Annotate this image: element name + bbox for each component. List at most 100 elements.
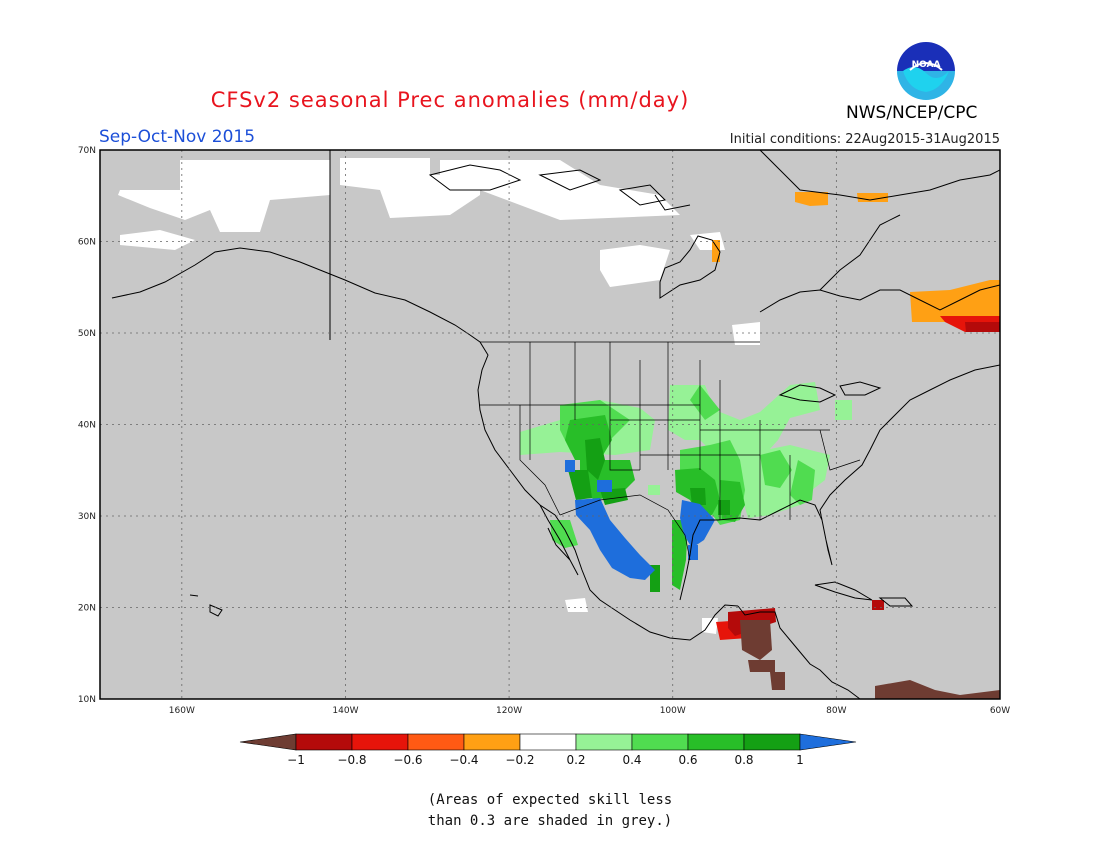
- anomaly-patch: [585, 438, 605, 480]
- lon-tick-label: 140W: [332, 706, 358, 716]
- map-frame-border: [99, 149, 1001, 700]
- lat-tick-label: 40N: [78, 421, 96, 431]
- anomaly-patch: [600, 488, 628, 505]
- lat-tick-labels: 70N 60N 50N 40N 30N 20N 10N: [78, 146, 96, 705]
- state-border: [559, 494, 691, 561]
- state-border: [519, 405, 561, 516]
- anomaly-patch: [712, 240, 720, 262]
- anomaly-patch: [118, 160, 330, 232]
- colorbar-segment: [631, 733, 689, 751]
- initial-conditions-label: Initial conditions: 22Aug2015-31Aug2015: [729, 132, 1000, 147]
- anomaly-patch: [340, 158, 480, 218]
- lon-tick-label: 80W: [826, 706, 846, 716]
- anomaly-patch: [597, 480, 612, 492]
- colorbar-segment: [743, 733, 801, 751]
- state-border: [609, 342, 640, 471]
- coastline: [654, 194, 691, 211]
- colorbar-label: 0.8: [734, 753, 753, 767]
- anomaly-patch: [565, 460, 575, 472]
- coastline: [778, 384, 837, 403]
- noaa-logo: NOAA: [895, 40, 957, 102]
- anomaly-patch: [760, 450, 792, 488]
- colorbar-label: 0.6: [678, 753, 697, 767]
- agency-label: NWS/NCEP/CPC: [846, 103, 978, 123]
- colorbar-segment: [799, 733, 857, 751]
- lon-tick-label: 100W: [660, 706, 686, 716]
- anomaly-patch: [770, 672, 785, 690]
- map-title: CFSv2 seasonal Prec anomalies (mm/day): [210, 88, 690, 112]
- anomaly-patch: [732, 322, 760, 345]
- anomaly-patch: [575, 498, 655, 580]
- lat-tick-label: 70N: [78, 146, 96, 156]
- state-borders: [480, 341, 861, 561]
- footnote-line-2: than 0.3 are shaded in grey.): [427, 813, 673, 829]
- coastline: [538, 169, 602, 191]
- anomaly-patch: [440, 160, 680, 220]
- coastline: [679, 364, 1000, 601]
- coastline: [659, 235, 721, 299]
- lon-tick-labels: 160W 140W 120W 100W 80W 60W: [169, 706, 1010, 716]
- colorbar-label: −1: [287, 753, 305, 767]
- lat-tick-label: 10N: [78, 695, 96, 705]
- colorbar-segment: [351, 733, 409, 751]
- anomaly-patch: [910, 280, 1000, 322]
- coastline: [539, 504, 579, 576]
- colorbar: −1 −0.8 −0.6 −0.4 −0.2 0.2 0.4 0.6 0.8 1: [239, 733, 857, 767]
- colorbar-label: −0.8: [337, 753, 366, 767]
- colorbar-label: 1: [796, 753, 804, 767]
- coastline: [759, 284, 1000, 313]
- coastline: [737, 605, 861, 699]
- lat-tick-label: 20N: [78, 604, 96, 614]
- season-label: Sep-Oct-Nov 2015: [99, 127, 256, 147]
- colorbar-label: −0.2: [505, 753, 534, 767]
- coastline: [111, 247, 739, 641]
- lat-tick-label: 50N: [78, 329, 96, 339]
- anomaly-patch: [120, 230, 195, 250]
- anomaly-patch: [965, 322, 1000, 332]
- anomaly-cells: [118, 158, 1000, 699]
- lat-tick-label: 30N: [78, 512, 96, 522]
- lon-tick-label: 160W: [169, 706, 195, 716]
- coastline: [189, 594, 199, 597]
- anomaly-patch: [565, 598, 588, 612]
- lat-lon-grid: [100, 150, 1000, 699]
- anomaly-patch: [790, 460, 815, 505]
- lat-tick-label: 60N: [78, 238, 96, 248]
- anomaly-patch: [680, 500, 715, 548]
- coastline: [814, 581, 873, 601]
- anomaly-patch: [857, 193, 888, 202]
- coastline: [209, 604, 223, 617]
- anomaly-patch: [600, 245, 670, 287]
- anomaly-patch: [718, 500, 730, 515]
- coastline: [839, 381, 882, 396]
- anomaly-patch: [835, 400, 852, 420]
- anomaly-patch: [875, 680, 1000, 699]
- anomaly-patch: [690, 385, 720, 420]
- anomaly-patch: [672, 520, 688, 590]
- colorbar-segment: [407, 733, 465, 751]
- lon-tick-label: 60W: [990, 706, 1010, 716]
- anomaly-patch: [872, 600, 884, 610]
- colorbar-segment: [295, 733, 353, 751]
- coastlines: [111, 150, 1000, 699]
- colorbar-segment: [239, 733, 297, 751]
- anomaly-patch: [648, 485, 660, 495]
- anomaly-patch: [702, 618, 718, 634]
- coastline: [759, 150, 1000, 201]
- anomaly-patch: [748, 660, 775, 672]
- anomaly-patch: [740, 620, 772, 660]
- colorbar-segment: [575, 733, 633, 751]
- colorbar-segment: [519, 733, 577, 751]
- colorbar-label: 0.2: [566, 753, 585, 767]
- colorbar-label: −0.4: [449, 753, 478, 767]
- skill-footnote: (Areas of expected skill less than 0.3 a…: [0, 790, 1100, 832]
- anomaly-patch: [568, 470, 592, 500]
- anomaly-patch: [690, 488, 706, 505]
- svg-text:NOAA: NOAA: [912, 60, 941, 70]
- colorbar-label: −0.6: [393, 753, 422, 767]
- footnote-line-1: (Areas of expected skill less: [427, 792, 673, 808]
- colorbar-segment: [687, 733, 745, 751]
- anomaly-patch: [795, 192, 828, 206]
- state-border: [819, 429, 861, 471]
